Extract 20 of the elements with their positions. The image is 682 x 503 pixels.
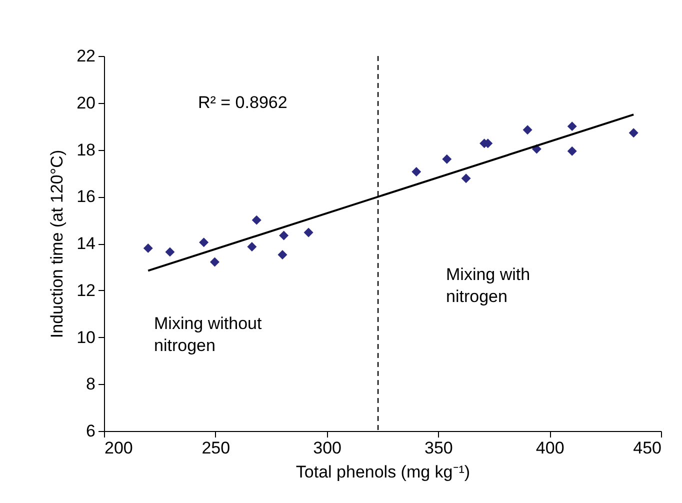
y-tick-label: 8: [86, 374, 96, 394]
x-tick-label: 200: [104, 438, 133, 458]
x-tick-label: 400: [536, 438, 564, 458]
y-tick-label: 14: [76, 234, 96, 253]
y-tick-label: 10: [76, 328, 96, 347]
y-tick-label: 12: [76, 280, 96, 300]
x-tick-label: 450: [633, 438, 662, 458]
x-axis-title: Total phenols (mg kg⁻¹): [296, 462, 470, 482]
annotation: R² = 0.8962: [198, 93, 288, 112]
x-tick-label: 250: [202, 438, 230, 458]
y-tick-label: 18: [76, 140, 96, 160]
annotation: Mixing with nitrogen: [446, 265, 530, 306]
y-tick-label: 16: [76, 187, 96, 206]
x-tick-label: 350: [424, 438, 453, 458]
y-axis-title: Induction time (at 120°C): [48, 150, 67, 338]
x-tick-label: 300: [313, 438, 342, 458]
y-tick-label: 22: [76, 46, 96, 66]
y-tick-label: 20: [76, 93, 96, 112]
y-tick-label: 6: [86, 422, 96, 440]
annotation: Mixing without nitrogen: [154, 314, 262, 355]
